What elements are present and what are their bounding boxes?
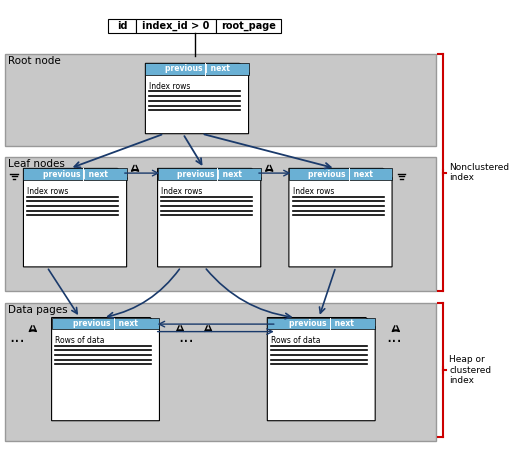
Polygon shape <box>366 318 375 327</box>
Text: previous | next: previous | next <box>289 319 354 328</box>
Text: previous | next: previous | next <box>73 319 138 328</box>
Text: ...: ... <box>386 328 402 346</box>
Bar <box>5 54 436 146</box>
Text: Rows of data: Rows of data <box>271 337 321 345</box>
Polygon shape <box>383 168 392 178</box>
Text: ...: ... <box>178 328 194 346</box>
Bar <box>24 168 126 180</box>
Text: id: id <box>117 21 127 31</box>
Text: Index rows: Index rows <box>27 187 68 196</box>
Bar <box>145 63 249 75</box>
Text: previous | next: previous | next <box>308 170 373 179</box>
Text: previous | next: previous | next <box>177 170 242 179</box>
Bar <box>158 168 261 180</box>
Text: ...: ... <box>9 328 25 346</box>
Bar <box>267 318 375 329</box>
Bar <box>51 318 159 329</box>
Polygon shape <box>239 63 249 73</box>
Bar <box>5 304 436 441</box>
Text: Data pages: Data pages <box>8 306 67 315</box>
Polygon shape <box>289 168 392 267</box>
Polygon shape <box>251 168 261 178</box>
Text: previous | next: previous | next <box>164 64 229 73</box>
Bar <box>136 19 216 33</box>
Text: Index rows: Index rows <box>149 82 191 91</box>
Bar <box>5 157 436 291</box>
Text: Root node: Root node <box>8 56 60 66</box>
Text: previous | next: previous | next <box>43 170 107 179</box>
Bar <box>216 19 281 33</box>
Text: Heap or
clustered
index: Heap or clustered index <box>449 355 491 385</box>
Text: Leaf nodes: Leaf nodes <box>8 159 64 169</box>
Polygon shape <box>150 318 159 327</box>
Polygon shape <box>267 318 375 421</box>
Polygon shape <box>158 168 261 267</box>
Polygon shape <box>51 318 159 421</box>
Text: index_id > 0: index_id > 0 <box>142 21 210 31</box>
Text: Rows of data: Rows of data <box>56 337 105 345</box>
Text: Index rows: Index rows <box>161 187 203 196</box>
Bar <box>289 168 392 180</box>
Bar <box>108 19 136 33</box>
Text: Nonclustered
index: Nonclustered index <box>449 163 509 182</box>
Text: Index rows: Index rows <box>292 187 334 196</box>
Polygon shape <box>145 63 249 133</box>
Text: root_page: root_page <box>221 21 276 31</box>
Polygon shape <box>117 168 126 178</box>
Polygon shape <box>24 168 126 267</box>
